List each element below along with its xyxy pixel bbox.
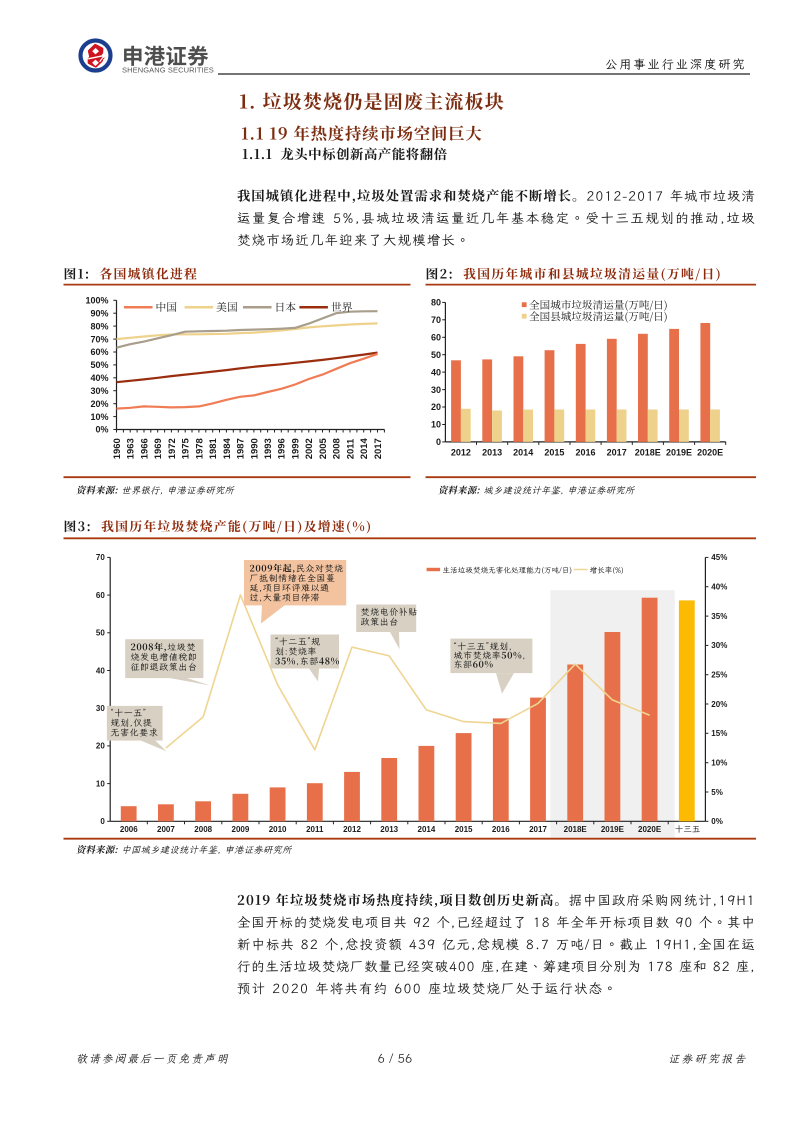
svg-text:50: 50 <box>96 629 105 638</box>
svg-text:2007: 2007 <box>157 825 175 834</box>
svg-text:1960: 1960 <box>112 438 123 459</box>
svg-text:60: 60 <box>431 333 441 343</box>
svg-text:80%: 80% <box>90 321 108 331</box>
svg-text:2011: 2011 <box>306 825 324 834</box>
svg-text:60%: 60% <box>90 347 108 357</box>
svg-text:2016: 2016 <box>492 825 510 834</box>
svg-text:60: 60 <box>96 591 105 600</box>
svg-text:70: 70 <box>96 553 105 562</box>
svg-text:20: 20 <box>431 402 441 412</box>
svg-text:2015: 2015 <box>544 448 564 458</box>
svg-text:2010: 2010 <box>269 825 287 834</box>
svg-text:2012: 2012 <box>451 448 471 458</box>
svg-text:5%: 5% <box>711 788 723 797</box>
svg-text:25%: 25% <box>711 671 727 680</box>
svg-text:50%: 50% <box>90 360 108 370</box>
svg-text:40%: 40% <box>90 373 108 383</box>
svg-text:2006: 2006 <box>120 825 138 834</box>
svg-text:0%: 0% <box>711 817 723 826</box>
svg-text:2002: 2002 <box>304 438 315 459</box>
svg-text:1987: 1987 <box>236 438 247 459</box>
svg-text:1969: 1969 <box>153 438 164 459</box>
svg-text:2012: 2012 <box>343 825 361 834</box>
svg-text:2009: 2009 <box>232 825 250 834</box>
svg-text:2014: 2014 <box>359 437 370 459</box>
svg-text:2015: 2015 <box>455 825 473 834</box>
svg-text:2013: 2013 <box>380 825 398 834</box>
svg-text:0: 0 <box>100 817 105 826</box>
svg-text:1984: 1984 <box>222 437 233 459</box>
svg-text:20%: 20% <box>711 700 727 709</box>
svg-text:1972: 1972 <box>167 438 178 459</box>
svg-text:15%: 15% <box>711 729 727 738</box>
svg-text:2016: 2016 <box>575 448 595 458</box>
svg-text:2018E: 2018E <box>564 825 588 834</box>
svg-text:30: 30 <box>431 385 441 395</box>
svg-text:2011: 2011 <box>345 438 356 459</box>
svg-text:30: 30 <box>96 704 105 713</box>
svg-text:50: 50 <box>431 350 441 360</box>
svg-text:2014: 2014 <box>418 825 436 834</box>
svg-text:2008: 2008 <box>194 825 212 834</box>
svg-text:1993: 1993 <box>263 438 274 459</box>
svg-text:1999: 1999 <box>291 438 302 459</box>
svg-text:1996: 1996 <box>277 438 288 459</box>
svg-text:2017: 2017 <box>529 825 547 834</box>
svg-text:2020E: 2020E <box>638 825 662 834</box>
svg-text:20: 20 <box>96 742 105 751</box>
svg-text:1966: 1966 <box>139 438 150 459</box>
svg-text:40: 40 <box>96 666 105 675</box>
svg-text:2008: 2008 <box>332 438 343 459</box>
svg-text:45%: 45% <box>711 553 727 562</box>
svg-text:90%: 90% <box>90 308 108 318</box>
svg-text:40: 40 <box>431 367 441 377</box>
svg-text:SHENGANG SECURITIES: SHENGANG SECURITIES <box>122 66 214 75</box>
svg-text:2014: 2014 <box>513 448 533 458</box>
svg-text:2019E: 2019E <box>666 448 692 458</box>
svg-text:40%: 40% <box>711 583 727 592</box>
svg-text:70%: 70% <box>90 334 108 344</box>
svg-text:80: 80 <box>431 298 441 308</box>
svg-text:0%: 0% <box>95 425 108 435</box>
svg-text:1990: 1990 <box>249 438 260 459</box>
svg-text:10: 10 <box>431 420 441 430</box>
svg-text:10%: 10% <box>711 759 727 768</box>
svg-text:10%: 10% <box>90 412 108 422</box>
svg-text:35%: 35% <box>711 612 727 621</box>
svg-text:2020E: 2020E <box>697 448 723 458</box>
svg-text:1981: 1981 <box>208 437 219 459</box>
svg-text:1978: 1978 <box>194 438 205 459</box>
svg-text:2018E: 2018E <box>635 448 661 458</box>
svg-text:20%: 20% <box>90 399 108 409</box>
svg-text:100%: 100% <box>85 296 108 306</box>
svg-text:2013: 2013 <box>482 448 502 458</box>
svg-text:2019E: 2019E <box>601 825 625 834</box>
svg-text:70: 70 <box>431 315 441 325</box>
svg-text:30%: 30% <box>90 386 108 396</box>
svg-text:1975: 1975 <box>181 437 192 459</box>
svg-text:2017: 2017 <box>607 448 627 458</box>
svg-text:2017: 2017 <box>373 438 384 459</box>
svg-text:2005: 2005 <box>318 437 329 459</box>
svg-text:10: 10 <box>96 779 105 788</box>
svg-text:0: 0 <box>436 437 441 447</box>
svg-text:30%: 30% <box>711 641 727 650</box>
svg-text:1963: 1963 <box>126 438 137 459</box>
